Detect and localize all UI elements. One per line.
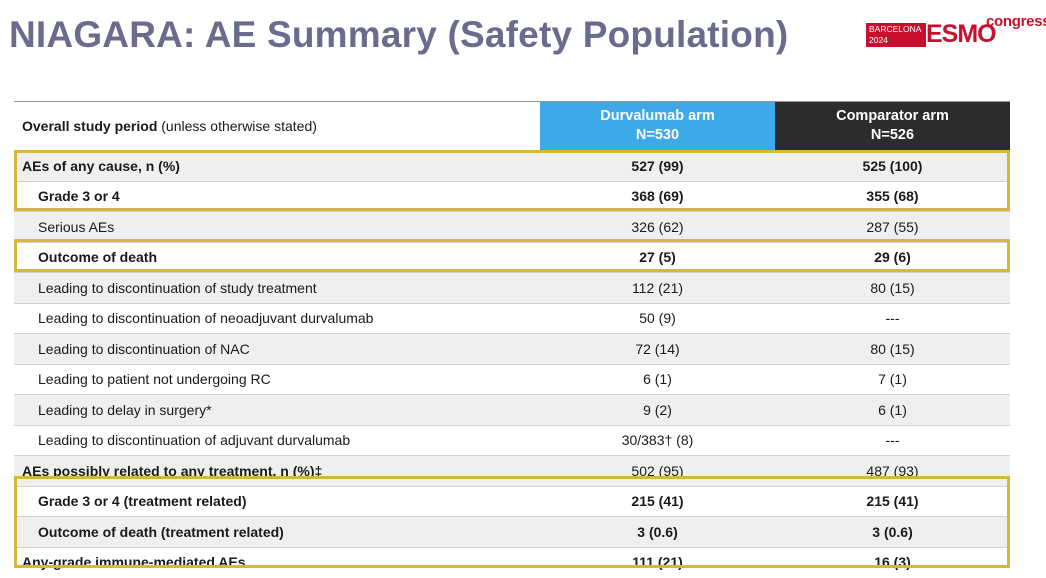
- durvalumab-value: 502 (95): [631, 462, 684, 479]
- comparator-value: 16 (3): [874, 554, 911, 571]
- durvalumab-value: 50 (9): [639, 310, 676, 327]
- row-label: Leading to discontinuation of neoadjuvan…: [38, 310, 374, 327]
- table-row: Serious AEs 326 (62) 287 (55): [14, 211, 1010, 242]
- durvalumab-value: 326 (62): [631, 218, 684, 235]
- durvalumab-value: 527 (99): [631, 157, 684, 174]
- table-row: AEs of any cause, n (%) 527 (99) 525 (10…: [14, 150, 1010, 181]
- table-row: Leading to discontinuation of NAC 72 (14…: [14, 333, 1010, 364]
- table-row: Leading to discontinuation of adjuvant d…: [14, 424, 1010, 456]
- table-row: Grade 3 or 4 368 (69) 355 (68): [14, 180, 1010, 212]
- comparator-value: 287 (55): [866, 218, 919, 235]
- header-period-bold: Overall study period: [22, 118, 158, 134]
- comparator-value: 3 (0.6): [872, 523, 913, 540]
- durvalumab-value: 3 (0.6): [637, 523, 678, 540]
- table-row: Any-grade immune-mediated AEs 111 (21) 1…: [14, 546, 1010, 578]
- comparator-value: 80 (15): [870, 340, 915, 357]
- table-row: Outcome of death 27 (5) 29 (6): [14, 241, 1010, 273]
- arm-b-n: N=526: [870, 127, 915, 143]
- comparator-value: 525 (100): [862, 157, 923, 174]
- comparator-value: 487 (93): [866, 462, 919, 479]
- table-row: AEs possibly related to any treatment, n…: [14, 455, 1010, 486]
- comparator-arm-header: Comparator arm N=526: [775, 102, 1010, 150]
- row-label: Grade 3 or 4: [38, 188, 120, 205]
- logo-brand: ESMO: [926, 20, 997, 48]
- arm-a-name: Durvalumab arm: [600, 108, 715, 124]
- logo-year: 2024: [869, 35, 888, 45]
- durvalumab-value: 9 (2): [643, 401, 672, 418]
- row-label: Grade 3 or 4 (treatment related): [38, 493, 247, 510]
- row-label: Leading to patient not undergoing RC: [38, 371, 271, 388]
- table-row: Outcome of death (treatment related) 3 (…: [14, 516, 1010, 547]
- durvalumab-value: 6 (1): [643, 371, 672, 388]
- comparator-value: 215 (41): [866, 493, 919, 510]
- row-label: Leading to delay in surgery*: [38, 401, 212, 418]
- row-label: AEs of any cause, n (%): [22, 157, 180, 174]
- durvalumab-value: 112 (21): [631, 279, 684, 296]
- row-label: Outcome of death (treatment related): [38, 523, 284, 540]
- esmo-congress-logo: BARCELONA 2024 ESMO congress: [866, 13, 1046, 50]
- comparator-value: ---: [885, 432, 900, 449]
- row-label: Leading to discontinuation of adjuvant d…: [38, 432, 351, 449]
- row-label: Serious AEs: [38, 218, 115, 235]
- ae-summary-table: Overall study period (unless otherwise s…: [14, 101, 1010, 577]
- table-row: Leading to discontinuation of neoadjuvan…: [14, 302, 1010, 334]
- comparator-value: 29 (6): [874, 249, 911, 266]
- logo-suffix: congress: [986, 13, 1046, 30]
- table-row: Grade 3 or 4 (treatment related) 215 (41…: [14, 485, 1010, 517]
- durvalumab-value: 27 (5): [639, 249, 676, 266]
- page-title: NIAGARA: AE Summary (Safety Population): [9, 14, 789, 55]
- row-label: Leading to discontinuation of NAC: [38, 340, 250, 357]
- row-label: Outcome of death: [38, 249, 158, 266]
- table-row: Leading to patient not undergoing RC 6 (…: [14, 363, 1010, 395]
- row-label: Leading to discontinuation of study trea…: [38, 279, 317, 296]
- comparator-value: ---: [885, 310, 900, 327]
- row-label: AEs possibly related to any treatment, n…: [22, 462, 323, 479]
- durvalumab-value: 72 (14): [635, 340, 680, 357]
- logo-city: BARCELONA: [869, 24, 922, 34]
- header-period-note: (unless otherwise stated): [157, 118, 317, 134]
- comparator-value: 355 (68): [866, 188, 919, 205]
- durvalumab-value: 30/383† (8): [621, 432, 694, 449]
- table-header: Overall study period (unless otherwise s…: [14, 101, 1010, 150]
- row-label: Any-grade immune-mediated AEs: [22, 554, 246, 571]
- durvalumab-arm-header: Durvalumab arm N=530: [540, 102, 775, 150]
- table-row: Leading to delay in surgery* 9 (2) 6 (1): [14, 394, 1010, 425]
- logo-city-box: BARCELONA 2024: [866, 23, 926, 47]
- comparator-value: 7 (1): [878, 371, 907, 388]
- table-row: Leading to discontinuation of study trea…: [14, 272, 1010, 303]
- durvalumab-value: 368 (69): [631, 188, 684, 205]
- arm-a-n: N=530: [635, 127, 680, 143]
- header-period-label: Overall study period (unless otherwise s…: [14, 102, 540, 150]
- arm-b-name: Comparator arm: [836, 108, 949, 124]
- durvalumab-value: 215 (41): [631, 493, 684, 510]
- comparator-value: 6 (1): [878, 401, 907, 418]
- comparator-value: 80 (15): [870, 279, 915, 296]
- durvalumab-value: 111 (21): [632, 554, 683, 571]
